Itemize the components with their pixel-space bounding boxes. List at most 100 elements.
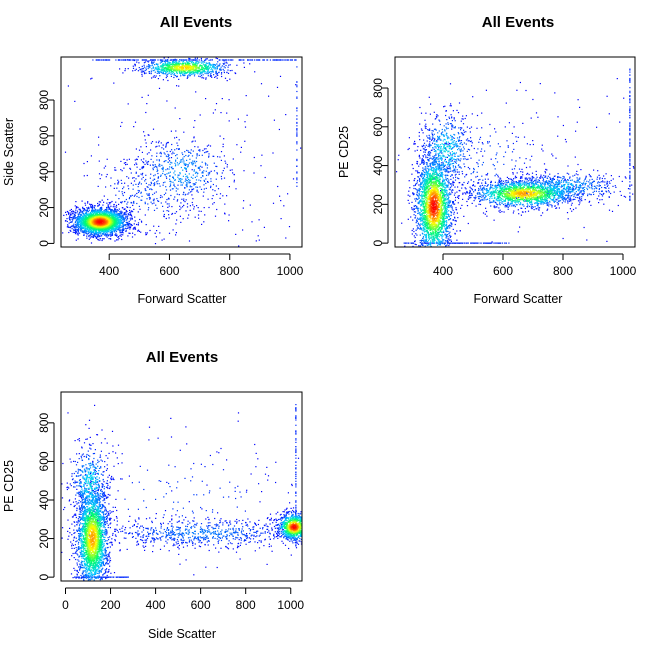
data-point	[203, 179, 205, 181]
data-point	[101, 230, 103, 232]
data-point	[166, 203, 168, 205]
data-point	[221, 178, 223, 180]
data-point	[144, 188, 146, 190]
data-point	[84, 204, 87, 206]
data-point	[228, 120, 230, 122]
data-point	[142, 172, 144, 174]
data-point	[584, 199, 586, 201]
data-point	[225, 61, 227, 63]
data-point	[110, 201, 112, 204]
data-point	[190, 149, 192, 151]
data-point	[164, 59, 166, 61]
data-point	[115, 234, 117, 236]
data-point	[108, 208, 110, 210]
data-point	[464, 117, 466, 120]
data-point	[73, 229, 75, 231]
data-point	[136, 61, 138, 63]
data-point	[95, 230, 97, 232]
data-point	[121, 238, 123, 241]
data-point	[200, 210, 202, 212]
data-point	[98, 201, 100, 203]
data-point	[151, 68, 153, 70]
data-point	[165, 160, 167, 162]
data-point	[127, 201, 129, 203]
data-point	[243, 59, 245, 61]
data-point	[121, 211, 123, 213]
data-point	[275, 59, 277, 61]
data-point	[151, 61, 153, 63]
data-point	[210, 178, 212, 180]
data-point	[169, 183, 172, 185]
data-point	[224, 212, 226, 214]
data-point	[109, 212, 112, 215]
data-point	[184, 180, 186, 182]
data-point	[116, 187, 118, 189]
data-point	[198, 59, 200, 61]
data-point	[541, 148, 543, 150]
data-point	[171, 64, 173, 66]
data-point	[82, 216, 84, 218]
data-point	[199, 169, 201, 171]
data-point	[183, 204, 185, 206]
data-point	[87, 208, 89, 210]
data-point	[228, 220, 230, 222]
data-point	[160, 194, 162, 197]
data-point	[238, 59, 240, 61]
data-point	[145, 69, 147, 71]
data-point	[172, 176, 174, 178]
data-point	[218, 59, 220, 61]
data-point	[189, 60, 191, 62]
data-point	[199, 165, 202, 167]
data-point	[511, 132, 513, 134]
data-point	[567, 165, 569, 167]
data-point	[222, 62, 224, 65]
data-point	[538, 209, 540, 211]
data-point	[235, 233, 237, 235]
data-point	[520, 214, 522, 216]
data-point	[178, 148, 180, 150]
data-point	[487, 178, 489, 180]
data-point	[193, 137, 195, 139]
data-point	[76, 229, 79, 231]
data-point	[127, 215, 129, 217]
data-point	[121, 216, 123, 218]
data-point	[167, 156, 169, 158]
data-point	[398, 154, 400, 156]
data-point	[201, 161, 203, 163]
data-point	[147, 194, 149, 196]
data-point	[72, 212, 74, 214]
data-point	[172, 229, 174, 231]
data-point	[174, 67, 176, 69]
data-point	[91, 77, 93, 79]
data-point	[77, 222, 79, 224]
data-point	[188, 181, 190, 183]
data-point	[107, 229, 109, 231]
data-point	[132, 59, 134, 61]
data-point	[196, 67, 198, 69]
data-point	[93, 206, 95, 208]
data-point	[216, 68, 218, 70]
data-point	[158, 87, 161, 89]
data-point	[524, 211, 527, 213]
data-point	[129, 209, 131, 212]
data-point	[118, 236, 120, 238]
data-point	[208, 144, 210, 146]
data-point	[210, 185, 212, 187]
data-point	[576, 170, 578, 172]
data-point	[228, 64, 230, 66]
data-point	[129, 168, 132, 170]
data-point	[69, 221, 72, 223]
data-point	[228, 99, 230, 101]
data-point	[177, 164, 179, 166]
data-point	[221, 72, 223, 74]
data-point	[164, 153, 166, 155]
data-point	[92, 59, 94, 61]
data-point	[253, 172, 255, 174]
data-point	[189, 185, 191, 187]
data-point	[627, 188, 630, 190]
data-point	[143, 64, 145, 66]
data-point	[78, 222, 80, 224]
data-point	[209, 74, 212, 76]
data-point	[181, 184, 183, 186]
data-point	[153, 225, 155, 227]
